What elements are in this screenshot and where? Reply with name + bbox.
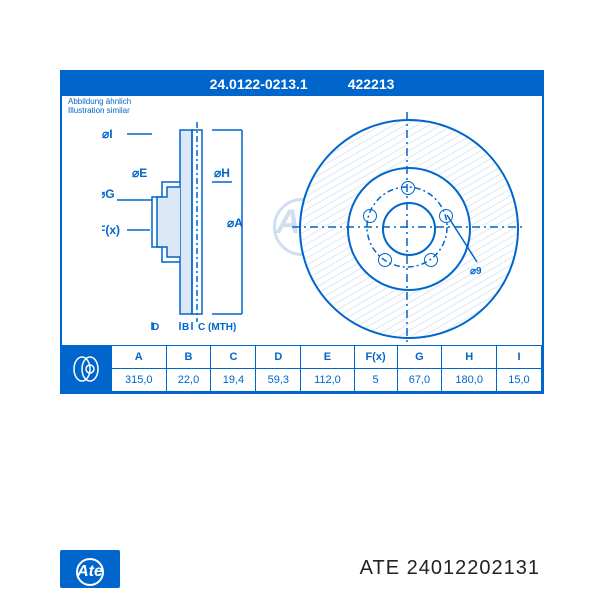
label-D: D xyxy=(152,322,159,332)
col-header: G xyxy=(397,346,442,369)
col-header: B xyxy=(166,346,211,369)
col-header: F(x) xyxy=(354,346,397,369)
cell-value: 5 xyxy=(354,369,397,392)
cell-value: 180,0 xyxy=(442,369,497,392)
label-diaI: ⌀I xyxy=(102,127,113,141)
cell-value: 315,0 xyxy=(112,369,167,392)
cell-value: 22,0 xyxy=(166,369,211,392)
footer-part-code: 24012202131 xyxy=(407,557,540,579)
drawing-area: Ate ⌀I ⌀G ⌀E xyxy=(62,112,542,342)
table-header-row: A B C D E F(x) G H I xyxy=(63,346,542,369)
cell-value: 15,0 xyxy=(496,369,541,392)
cell-value: 67,0 xyxy=(397,369,442,392)
technical-drawing-frame: 24.0122-0213.1 422213 Abbildung ähnlich … xyxy=(60,70,544,394)
cell-value: 59,3 xyxy=(256,369,301,392)
cell-value: 112,0 xyxy=(301,369,354,392)
label-B: B xyxy=(182,322,189,332)
label-dia9: ⌀9 xyxy=(470,266,482,277)
table-icon-cell xyxy=(63,346,112,392)
label-C: C (MTH) xyxy=(198,322,236,332)
logo-text: Ate xyxy=(76,558,104,586)
col-header: C xyxy=(211,346,256,369)
label-diaG: ⌀G xyxy=(102,187,115,201)
col-header: E xyxy=(301,346,354,369)
footer-brand: ATE xyxy=(360,557,400,579)
col-header: D xyxy=(256,346,301,369)
footer-code: ATE 24012202131 xyxy=(360,557,540,580)
label-diaA: ⌀A xyxy=(227,216,243,230)
col-header: A xyxy=(112,346,167,369)
col-header: H xyxy=(442,346,497,369)
dimension-table: A B C D E F(x) G H I 315,0 22,0 19,4 59,… xyxy=(62,345,542,392)
cross-section-view: ⌀I ⌀G ⌀E ⌀H ⌀A F(x) xyxy=(102,122,242,322)
col-header: I xyxy=(496,346,541,369)
label-diaE: ⌀E xyxy=(132,166,147,180)
brand-logo: Ate xyxy=(60,550,120,588)
table-value-row: 315,0 22,0 19,4 59,3 112,0 5 67,0 180,0 … xyxy=(63,369,542,392)
part-number-short: 422213 xyxy=(348,76,395,92)
label-Fx: F(x) xyxy=(102,223,120,237)
header-bar: 24.0122-0213.1 422213 xyxy=(62,72,542,96)
part-number-long: 24.0122-0213.1 xyxy=(210,76,308,92)
cell-value: 19,4 xyxy=(211,369,256,392)
label-diaH: ⌀H xyxy=(214,166,230,180)
front-view: ⌀9 xyxy=(292,112,522,342)
